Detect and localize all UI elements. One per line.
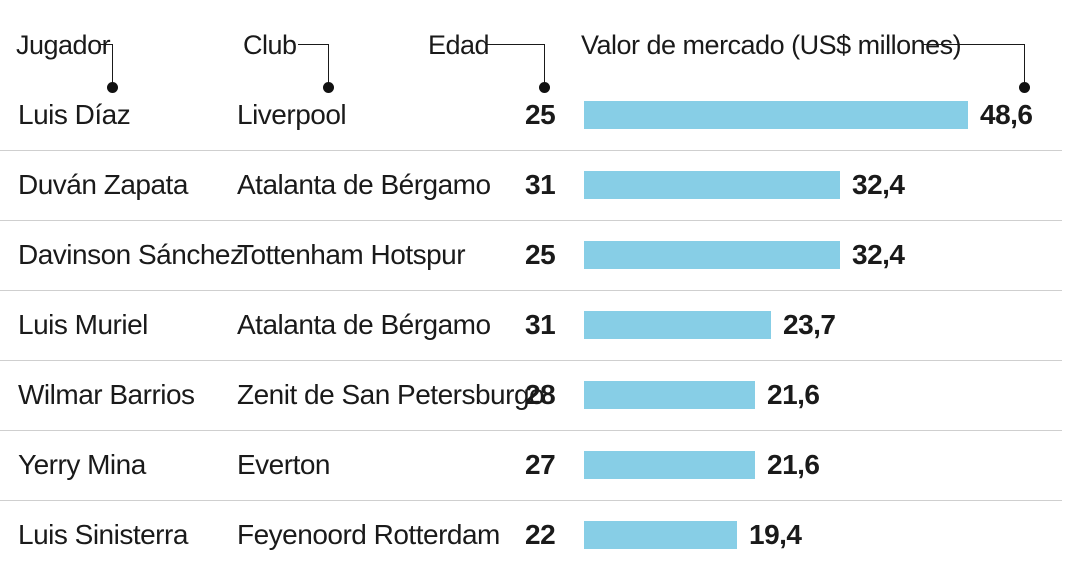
club-name: Everton bbox=[237, 449, 331, 480]
value-label: 19,4 bbox=[749, 519, 802, 550]
club-name: Atalanta de Bérgamo bbox=[237, 309, 491, 340]
player-age: 25 bbox=[525, 99, 556, 130]
age-leader-drop bbox=[544, 44, 545, 84]
player-name: Luis Muriel bbox=[18, 309, 148, 340]
club-leader-line bbox=[298, 44, 328, 45]
table-row: Luis Díaz Liverpool 25 48,6 bbox=[0, 80, 1062, 150]
value-label: 23,7 bbox=[783, 309, 836, 340]
row-separator bbox=[0, 150, 1062, 151]
club-name: Liverpool bbox=[237, 99, 347, 130]
value-bar bbox=[584, 171, 840, 199]
value-bar bbox=[584, 241, 840, 269]
age-leader-line bbox=[487, 44, 544, 45]
player-name: Wilmar Barrios bbox=[18, 379, 195, 410]
club-name: Feyenoord Rotterdam bbox=[237, 519, 500, 550]
header-age: Edad bbox=[428, 30, 490, 60]
player-age: 22 bbox=[525, 519, 556, 550]
player-age: 31 bbox=[525, 309, 556, 340]
value-bar bbox=[584, 101, 968, 129]
value-bar bbox=[584, 521, 737, 549]
value-leader-dot bbox=[1019, 82, 1030, 93]
club-name: Atalanta de Bérgamo bbox=[237, 169, 491, 200]
age-leader-dot bbox=[539, 82, 550, 93]
table-row: Luis Muriel Atalanta de Bérgamo 31 23,7 bbox=[0, 290, 1062, 360]
value-label: 32,4 bbox=[852, 239, 905, 270]
table-row: Luis Sinisterra Feyenoord Rotterdam 22 19,4 bbox=[0, 500, 1062, 570]
value-leader-line bbox=[922, 44, 1024, 45]
club-name: Tottenham Hotspur bbox=[237, 239, 466, 270]
value-label: 48,6 bbox=[980, 99, 1033, 130]
row-separator bbox=[0, 360, 1062, 361]
value-bar bbox=[584, 451, 755, 479]
player-age: 27 bbox=[525, 449, 556, 480]
player-name: Luis Sinisterra bbox=[18, 519, 188, 550]
player-age: 31 bbox=[525, 169, 556, 200]
row-separator bbox=[0, 500, 1062, 501]
value-bar bbox=[584, 311, 771, 339]
value-leader-drop bbox=[1024, 44, 1025, 84]
row-separator bbox=[0, 290, 1062, 291]
value-label: 21,6 bbox=[767, 379, 820, 410]
player-name: Davinson Sánchez bbox=[18, 239, 244, 270]
row-separator bbox=[0, 220, 1062, 221]
player-leader-line bbox=[100, 44, 112, 45]
value-label: 21,6 bbox=[767, 449, 820, 480]
header-player: Jugador bbox=[16, 30, 111, 60]
header-value: Valor de mercado (US$ millones) bbox=[581, 30, 962, 60]
player-age: 25 bbox=[525, 239, 556, 270]
player-name: Luis Díaz bbox=[18, 99, 131, 130]
player-name: Yerry Mina bbox=[18, 449, 146, 480]
table-row: Yerry Mina Everton 27 21,6 bbox=[0, 430, 1062, 500]
header-club: Club bbox=[243, 30, 297, 60]
player-name: Duván Zapata bbox=[18, 169, 188, 200]
value-bar bbox=[584, 381, 755, 409]
player-age: 28 bbox=[525, 379, 556, 410]
row-separator bbox=[0, 430, 1062, 431]
club-name: Zenit de San Petersburgo bbox=[237, 379, 545, 410]
value-label: 32,4 bbox=[852, 169, 905, 200]
club-leader-drop bbox=[328, 44, 329, 84]
player-leader-drop bbox=[112, 44, 113, 84]
table-row: Wilmar Barrios Zenit de San Petersburgo 28… bbox=[0, 360, 1062, 430]
table-row: Davinson Sánchez Tottenham Hotspur 25 32,4 bbox=[0, 220, 1062, 290]
club-leader-dot bbox=[323, 82, 334, 93]
player-leader-dot bbox=[107, 82, 118, 93]
table-row: Duván Zapata Atalanta de Bérgamo 31 32,4 bbox=[0, 150, 1062, 220]
